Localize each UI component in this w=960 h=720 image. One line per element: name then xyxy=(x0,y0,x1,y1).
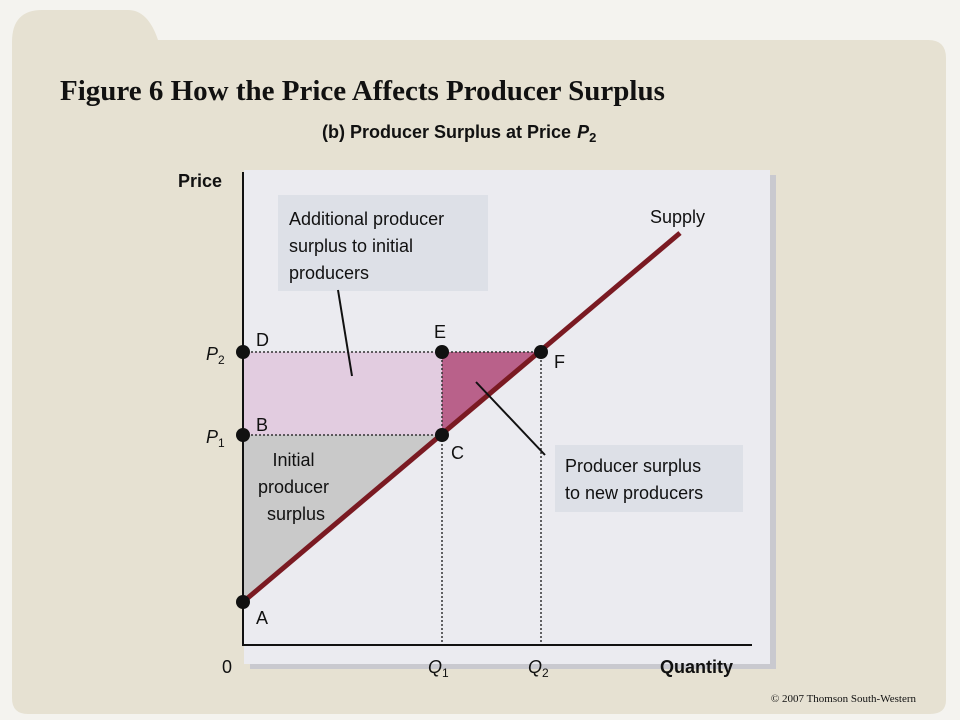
point xyxy=(236,428,250,442)
point xyxy=(236,595,250,609)
guides xyxy=(243,351,542,645)
pointer xyxy=(337,289,353,377)
origin-label: 0 xyxy=(222,657,232,677)
annotation: Additional producer surplus to initial p… xyxy=(289,209,449,283)
point xyxy=(236,345,250,359)
price-label: P2 xyxy=(206,344,225,367)
y-axis-label: Price xyxy=(178,171,222,191)
title: Figure 6 How the Price Affects Producer … xyxy=(60,75,665,107)
quantity-label: Q2 xyxy=(528,657,549,680)
points xyxy=(236,345,548,609)
point-label: A xyxy=(256,608,268,628)
point xyxy=(435,345,449,359)
annotation: Producer surplus to new producers xyxy=(565,456,706,503)
point xyxy=(534,345,548,359)
price-label: P1 xyxy=(206,427,225,450)
point-label: C xyxy=(451,443,464,463)
curve-label: Supply xyxy=(650,207,705,227)
supply-curve xyxy=(241,231,682,604)
point-label: B xyxy=(256,415,268,435)
annotation-box xyxy=(555,445,743,512)
point-label: E xyxy=(434,322,446,342)
point xyxy=(435,428,449,442)
copyright: © 2007 Thomson South-Western xyxy=(771,693,917,705)
subtitle: (b) Producer Surplus at Price P2 xyxy=(322,122,596,145)
annotation: Initial producer surplus xyxy=(258,450,334,524)
annotation-box xyxy=(278,195,488,291)
x-axis-label: Quantity xyxy=(660,657,733,677)
quantity-label: Q1 xyxy=(428,657,449,680)
pointer xyxy=(475,381,546,456)
point-label: D xyxy=(256,330,269,350)
point-label: F xyxy=(554,352,565,372)
additional-surplus-area xyxy=(243,352,442,435)
